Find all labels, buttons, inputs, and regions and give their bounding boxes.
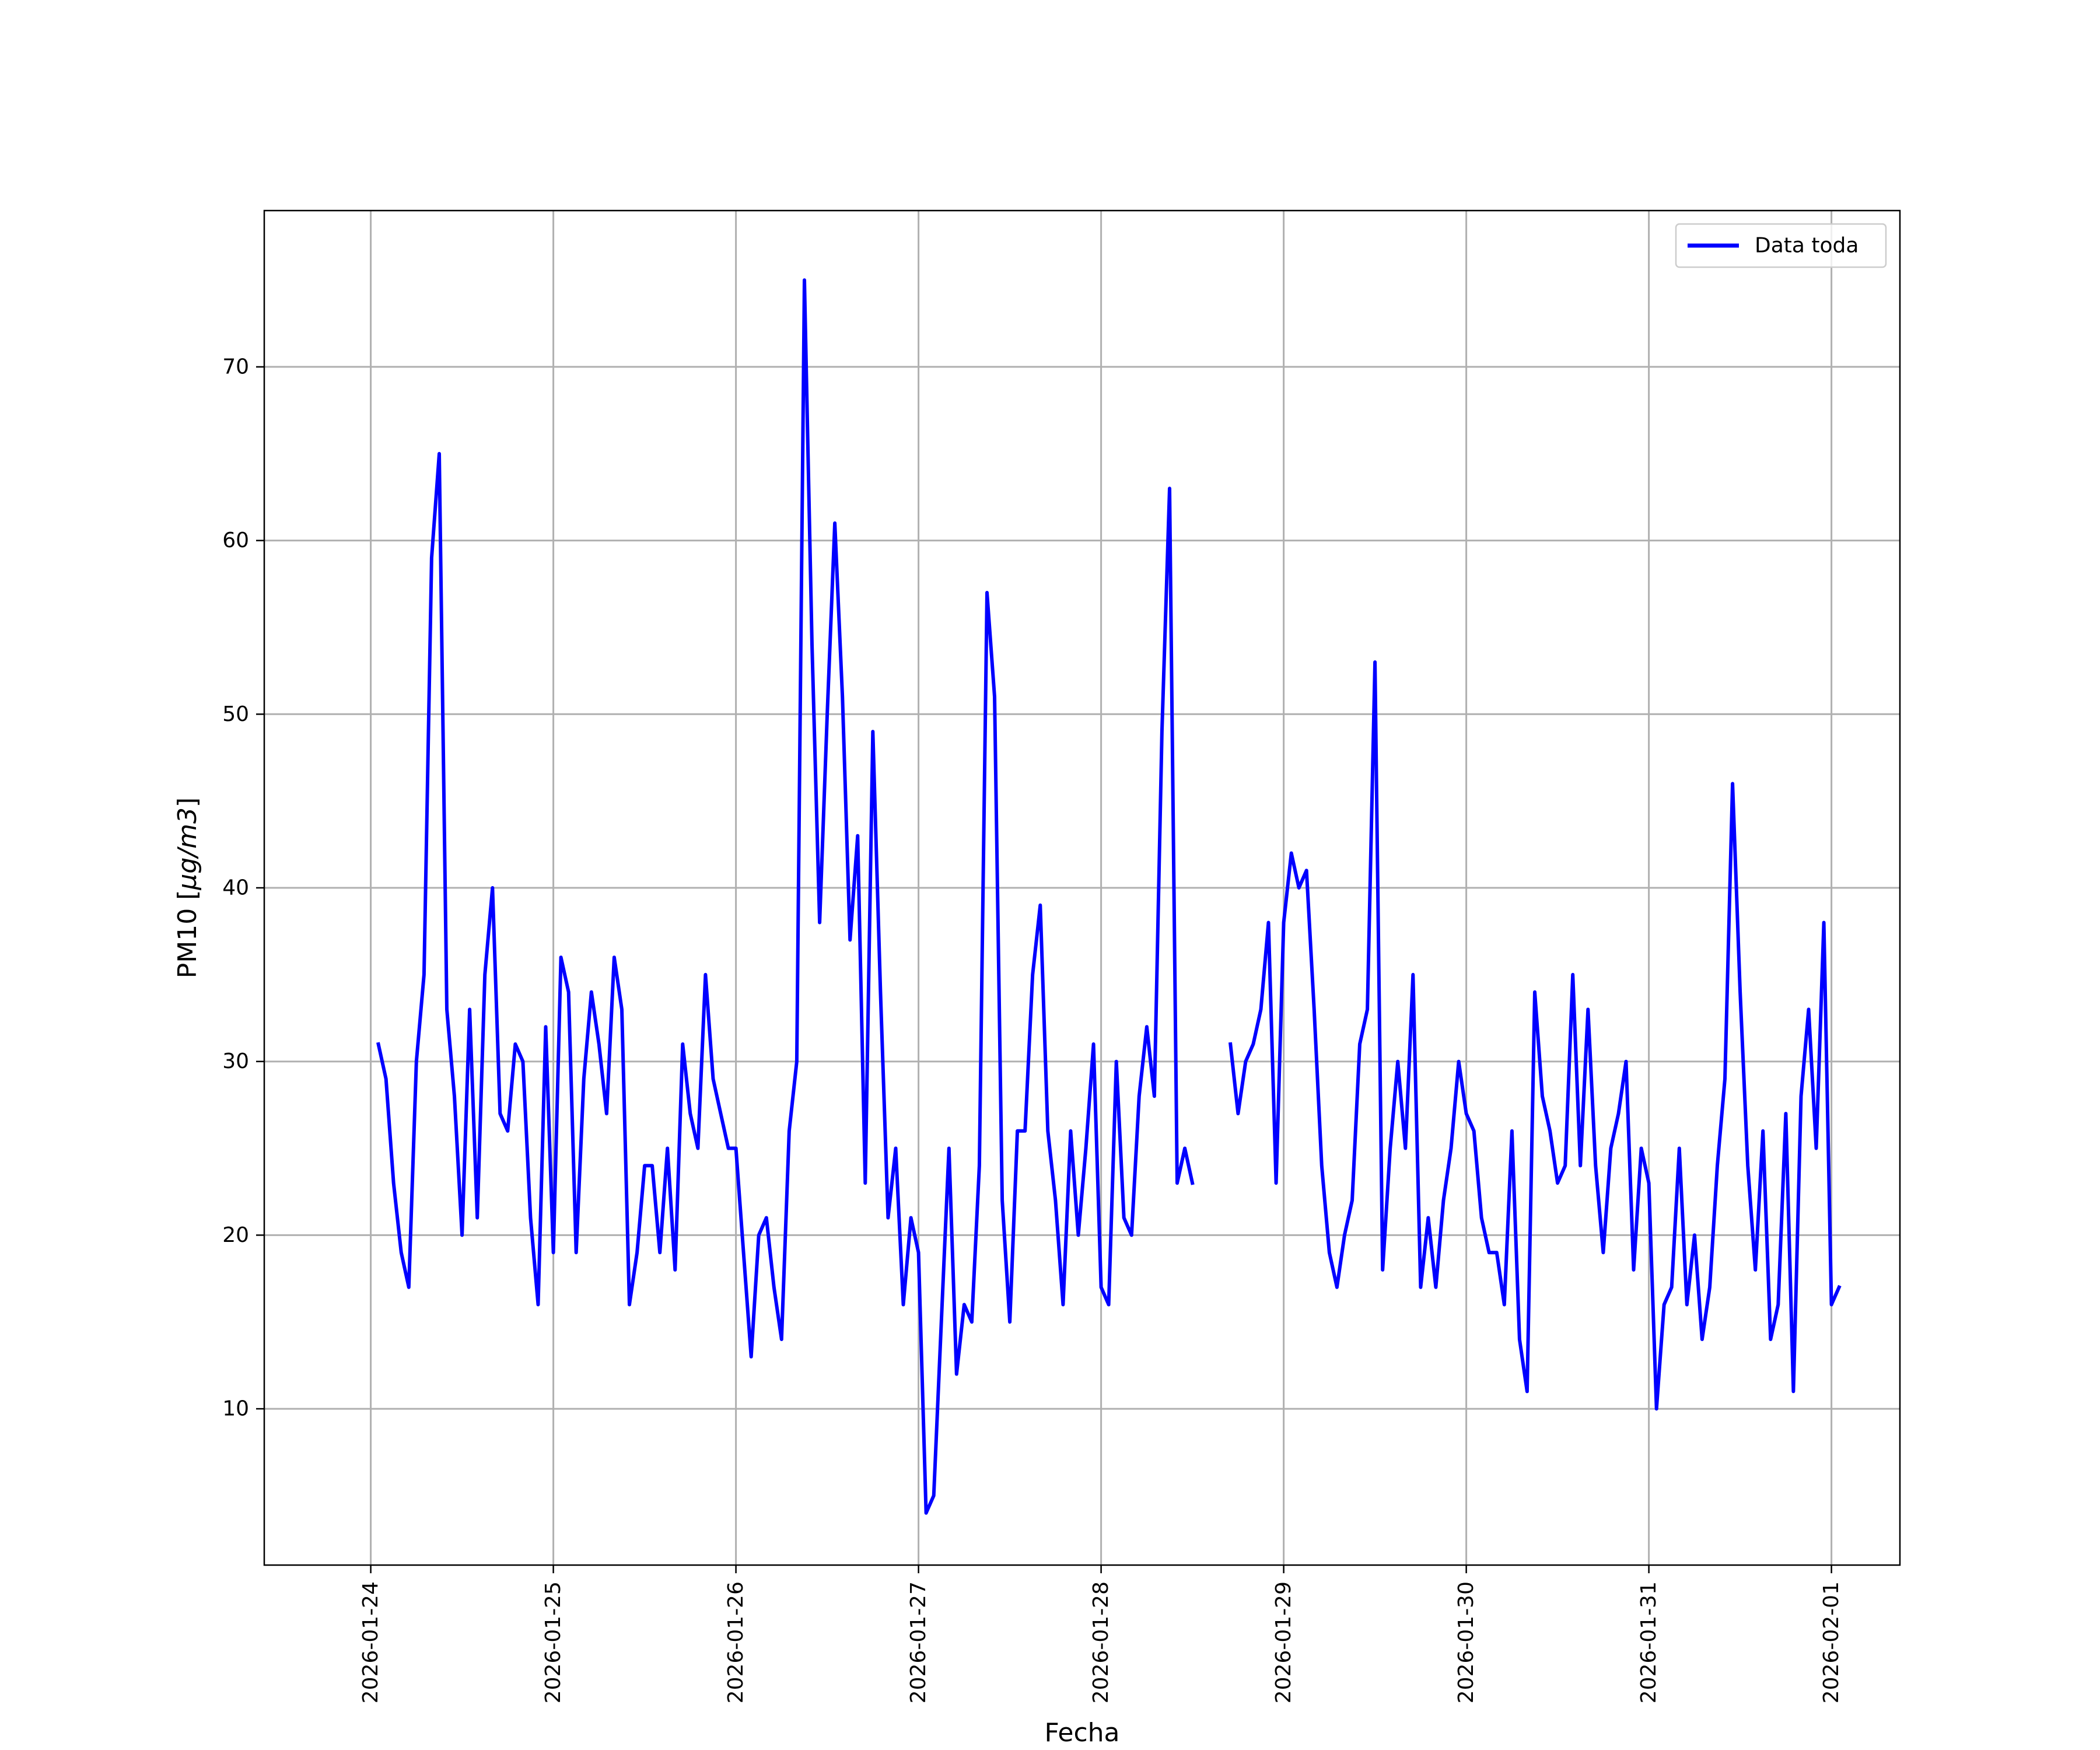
y-axis-title-unit: μg/m3 (173, 807, 202, 891)
series-line (376, 278, 1842, 1515)
series-layer (376, 278, 1842, 1515)
x-tick-label: 2026-01-30 (1454, 1581, 1478, 1703)
x-axis-title: Fecha (1044, 1718, 1119, 1748)
legend-label: Data toda (1755, 234, 1859, 258)
y-axis: 10 20 30 40 50 60 70 (222, 355, 264, 1421)
y-tick-label: 60 (222, 528, 249, 552)
x-tick-label: 2026-01-28 (1089, 1581, 1113, 1703)
x-tick-label: 2026-01-27 (907, 1581, 930, 1703)
y-tick-label: 20 (222, 1223, 249, 1247)
legend-box (1675, 223, 1887, 268)
y-tick-label: 10 (222, 1397, 249, 1421)
x-tick-label: 2026-01-26 (724, 1581, 748, 1703)
y-tick-label: 50 (222, 702, 249, 726)
grid (264, 211, 1900, 1565)
legend: Data toda (1675, 223, 1887, 268)
x-tick-label: 2026-01-25 (541, 1581, 565, 1703)
x-tick-label: 2026-01-29 (1272, 1581, 1296, 1703)
x-tick-label: 2026-02-01 (1819, 1581, 1843, 1703)
y-axis-title-suffix: ] (173, 797, 202, 807)
x-tick-label: 2026-01-31 (1637, 1581, 1661, 1703)
y-axis-title-prefix: PM10 [ (173, 890, 202, 979)
y-tick-label: 30 (222, 1049, 249, 1073)
x-axis: 2026-01-24 2026-01-25 2026-01-26 2026-01-27… (359, 1565, 1843, 1703)
y-tick-label: 40 (222, 876, 249, 900)
x-tick-label: 2026-01-24 (359, 1581, 383, 1703)
y-axis-title: PM10 [μg/m3] (173, 797, 202, 978)
y-tick-label: 70 (222, 355, 249, 379)
